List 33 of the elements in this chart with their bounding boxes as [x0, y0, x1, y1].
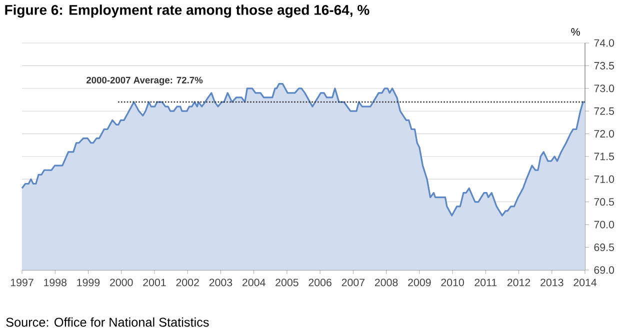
y-tick-label: 70.5	[594, 198, 614, 206]
x-tick-label: 2001	[143, 278, 166, 286]
x-tick-label: 2012	[507, 278, 530, 286]
source-note: Source: Office for National Statistics	[6, 317, 209, 327]
x-tick-label: 1998	[44, 278, 67, 286]
x-tick-label: 2014	[574, 278, 597, 286]
x-tick-label: 2002	[176, 278, 199, 286]
x-tick-label: 2010	[441, 278, 464, 286]
y-tick-label: 73.5	[594, 62, 614, 70]
annotation: 2000-2007 Average: 72.7%	[86, 76, 203, 86]
x-tick-label: 2007	[342, 278, 365, 286]
y-tick-label: 74.0	[594, 39, 614, 47]
x-tick-label: 2003	[209, 278, 232, 286]
y-tick-label: 73.0	[594, 84, 614, 92]
y-axis-title: %	[571, 28, 580, 36]
x-tick-label: 2008	[374, 278, 398, 286]
x-tick-label: 1999	[77, 278, 100, 286]
y-tick-label: 70.0	[594, 220, 614, 228]
y-tick-label: 69.0	[594, 266, 614, 274]
y-tick-label: 71.0	[594, 175, 614, 183]
y-tick-label: 72.5	[594, 107, 614, 115]
y-tick-label: 72.0	[594, 130, 614, 138]
x-tick-label: 1997	[10, 278, 34, 286]
y-tick-label: 69.5	[594, 244, 614, 252]
x-tick-label: 2004	[242, 278, 266, 286]
x-tick-label: 2013	[540, 278, 564, 286]
x-tick-label: 2011	[474, 278, 497, 286]
x-tick-label: 2000	[110, 278, 133, 286]
x-tick-label: 2006	[308, 278, 332, 286]
x-tick-label: 2005	[276, 278, 298, 286]
x-tick-label: 2009	[408, 278, 431, 286]
chart-title: Figure 6: Employment rate among those aged 16-64, %	[5, 4, 370, 18]
y-tick-label: 71.5	[594, 152, 614, 160]
